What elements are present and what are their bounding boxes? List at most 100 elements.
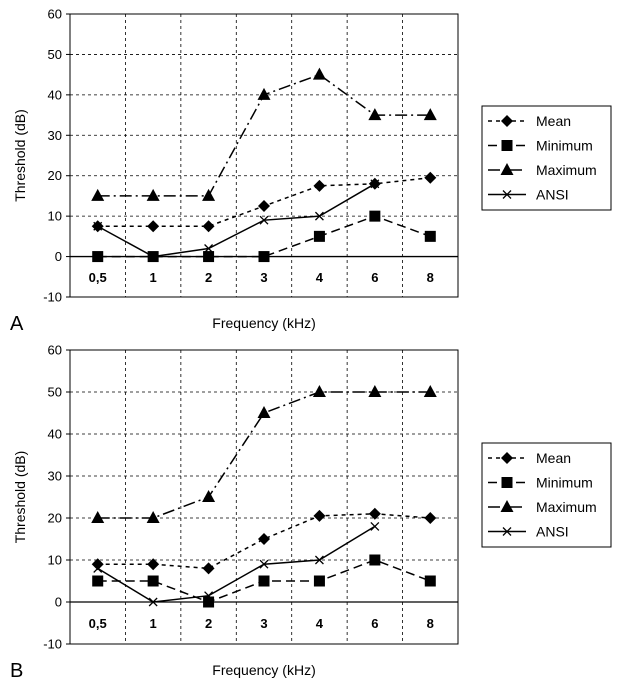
x-marker-stroke (502, 527, 512, 536)
x-tick-label: 3 (260, 270, 267, 285)
legend-marker (500, 163, 514, 175)
x-marker-stroke (93, 221, 103, 231)
data-point-maximum (423, 108, 437, 121)
data-point-mean (313, 509, 326, 522)
data-point-minimum (258, 251, 270, 263)
x-axis-label: Frequency (kHz) (212, 315, 315, 331)
legend-label: ANSI (536, 187, 569, 203)
y-tick-label: 10 (48, 553, 62, 568)
data-point-maximum (368, 108, 382, 121)
legend-label: Maximum (536, 162, 597, 178)
legend-marker (501, 452, 513, 464)
data-point-minimum (313, 230, 325, 242)
data-point-maximum (257, 406, 271, 418)
data-point-ansi (148, 597, 158, 607)
data-point-maximum (91, 188, 105, 201)
series-mean (91, 507, 437, 575)
data-point-minimum (313, 575, 325, 587)
data-point-mean (368, 507, 381, 520)
data-point-mean (424, 171, 437, 184)
data-point-minimum (424, 230, 436, 242)
y-tick-label: 30 (48, 469, 62, 484)
x-marker-stroke (370, 179, 380, 189)
x-tick-label: 8 (427, 616, 434, 631)
data-point-mean (313, 179, 326, 192)
data-point-mean (258, 200, 270, 213)
x-tick-label: 2 (205, 270, 212, 285)
data-point-maximum (423, 385, 437, 397)
legend: Mean Minimum Maximum ANSI (481, 442, 612, 548)
panel-label: B (10, 660, 23, 682)
x-marker-stroke (259, 559, 269, 569)
data-point-minimum (258, 575, 270, 587)
data-point-minimum (424, 575, 436, 587)
legend-item-ansi: ANSI (488, 524, 569, 540)
legend-label: Minimum (536, 475, 593, 491)
y-tick-label: 50 (48, 385, 62, 400)
x-marker-stroke (314, 555, 324, 565)
data-point-maximum (257, 87, 271, 100)
legend-item-maximum: Maximum (488, 162, 597, 178)
y-tick-label: 0 (55, 249, 62, 264)
legend-label: Minimum (536, 138, 593, 154)
x-marker-stroke (314, 211, 324, 221)
x-tick-label: 6 (371, 270, 378, 285)
y-tick-label: 60 (48, 7, 62, 22)
legend-label: Mean (536, 113, 571, 129)
legend-marker (501, 115, 513, 127)
x-tick-label: 4 (316, 616, 324, 631)
data-point-ansi (370, 179, 380, 189)
x-tick-label: 0,5 (89, 616, 107, 631)
chart-panel-b: -10 0 10 20 30 40 50 60 0,5 1 2 3 4 6 8 Frequency (kHz)… (10, 343, 612, 682)
data-point-minimum (92, 251, 104, 263)
y-tick-label: 30 (48, 128, 62, 143)
x-axis-label: Frequency (kHz) (212, 662, 315, 678)
data-point-ansi (93, 563, 103, 573)
y-tick-label: 40 (48, 87, 62, 102)
x-tick-label: 1 (150, 270, 157, 285)
x-tick-label: 2 (205, 616, 212, 631)
legend-marker (500, 500, 514, 512)
data-point-mean (202, 562, 215, 575)
data-point-ansi (148, 252, 158, 262)
data-point-maximum (202, 490, 216, 502)
data-point-minimum (369, 210, 381, 222)
data-point-ansi (259, 559, 269, 569)
series-maximum (91, 385, 437, 523)
data-point-mean (202, 220, 215, 233)
data-point-minimum (203, 596, 215, 608)
y-tick-label: 10 (48, 209, 62, 224)
x-marker-stroke (204, 591, 214, 601)
data-point-mean (424, 512, 437, 524)
data-point-ansi (259, 215, 269, 225)
chart-panel-a: -10 0 10 20 30 40 50 60 0,5 1 2 3 4 6 8 Frequency (kHz)… (10, 7, 612, 335)
x-tick-label: 4 (316, 270, 324, 285)
y-tick-label: 50 (48, 47, 62, 62)
legend-item-minimum: Minimum (488, 138, 593, 154)
series-maximum (91, 67, 437, 201)
x-marker-stroke (93, 563, 103, 573)
plot-area (69, 13, 459, 298)
x-marker-stroke (502, 190, 512, 199)
y-tick-label: 0 (55, 595, 62, 610)
x-tick-label: 0,5 (89, 270, 107, 285)
data-point-ansi (204, 244, 214, 253)
data-point-minimum (369, 554, 381, 566)
data-point-mean (147, 220, 160, 233)
data-point-maximum (146, 188, 160, 201)
data-point-ansi (204, 591, 214, 601)
x-marker-stroke (148, 252, 158, 262)
x-marker-stroke (148, 597, 158, 607)
legend-marker (501, 140, 513, 151)
x-marker-stroke (370, 521, 380, 531)
series-minimum (92, 554, 436, 608)
legend-item-mean: Mean (488, 450, 571, 466)
data-point-maximum (368, 385, 382, 397)
x-tick-label: 6 (371, 616, 378, 631)
data-point-maximum (312, 385, 326, 397)
y-axis-label: Threshold (dB) (12, 109, 28, 202)
series-line-ansi (97, 183, 376, 258)
x-tick-label: 1 (150, 616, 157, 631)
legend-label: ANSI (536, 524, 569, 540)
data-point-maximum (146, 511, 160, 523)
